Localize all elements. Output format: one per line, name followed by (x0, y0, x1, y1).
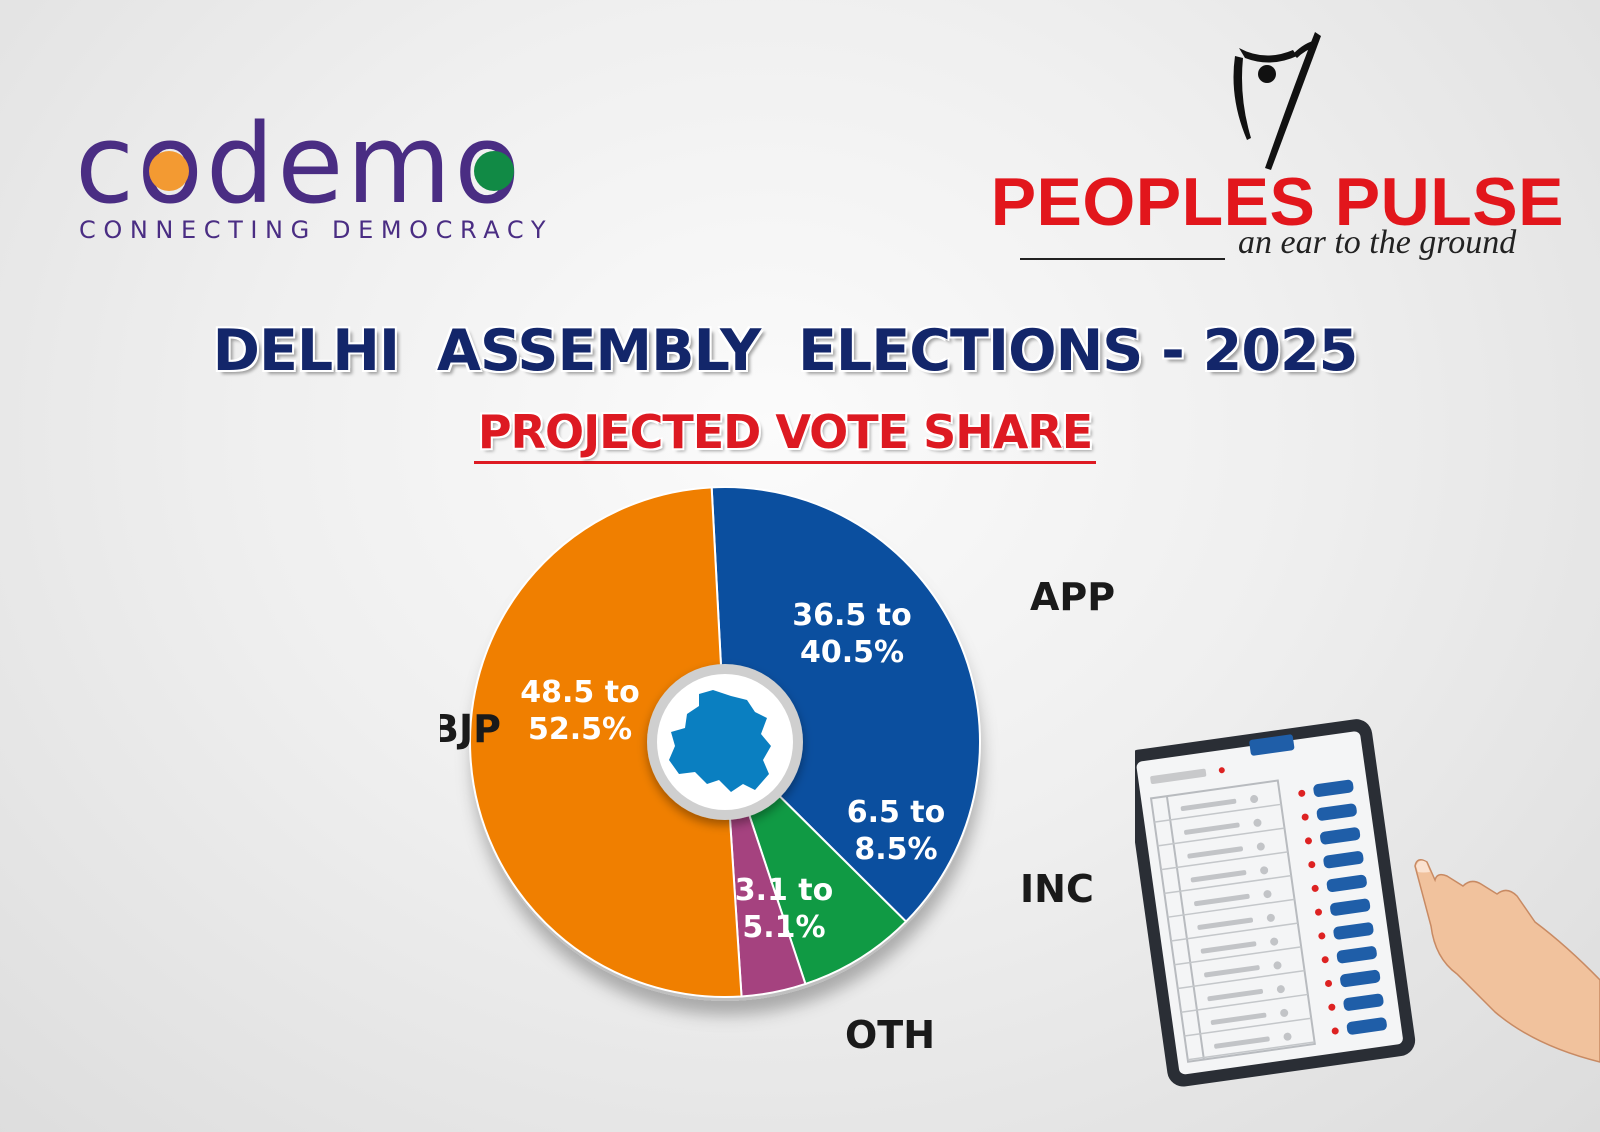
data-label-inc: 6.5 to 8.5% (847, 795, 946, 867)
peoples-pulse-tagline: an ear to the ground (1238, 224, 1517, 261)
pie-label-oth: OTH (845, 1013, 935, 1057)
codemo-wordmark-text: codemo (75, 112, 523, 222)
chart-title: DELHI ASSEMBLY ELECTIONS - 2025 (212, 318, 1359, 384)
evm-voting-machine-icon (1135, 719, 1600, 1087)
data-label-bjp: 48.5 to 52.5% (520, 675, 639, 747)
data-label-oth: 3.1 to 5.1% (735, 873, 834, 945)
data-label-app: 36.5 to 40.5% (792, 598, 911, 670)
peoples-pulse-logo: PEOPLES PULSE an ear to the ground (991, 28, 1570, 288)
pie-label-bjp: BJP (440, 707, 501, 751)
delhi-map-icon (669, 690, 771, 792)
pie-labels: 36.5 to 40.5% APP 6.5 to 8.5% INC 3.1 to 5.1% OT… (440, 575, 1115, 1057)
chart-subtitle: PROJECTED VOTE SHARE (473, 405, 1097, 464)
peoples-pulse-rule (1020, 258, 1225, 260)
pie-slice-bjp (469, 486, 743, 998)
pie-label-inc: INC (1020, 867, 1094, 911)
peoples-pulse-name: PEOPLES PULSE (990, 164, 1564, 240)
pie-label-app: APP (1030, 575, 1115, 619)
codemo-green-dot (474, 151, 514, 191)
codemo-orange-dot (149, 151, 189, 191)
pie-slice-app (710, 486, 981, 924)
vote-share-pie-chart: 36.5 to 40.5% APP 6.5 to 8.5% INC 3.1 to 5.1% OT… (440, 486, 1115, 1057)
dancing-figure-icon (1233, 32, 1321, 170)
codemo-tagline: CONNECTING DEMOCRACY (79, 216, 554, 244)
codemo-wordmark: codemo (75, 112, 523, 222)
chart-subtitle-wrap: PROJECTED VOTE SHARE (0, 405, 1570, 464)
pie-center (647, 664, 803, 820)
